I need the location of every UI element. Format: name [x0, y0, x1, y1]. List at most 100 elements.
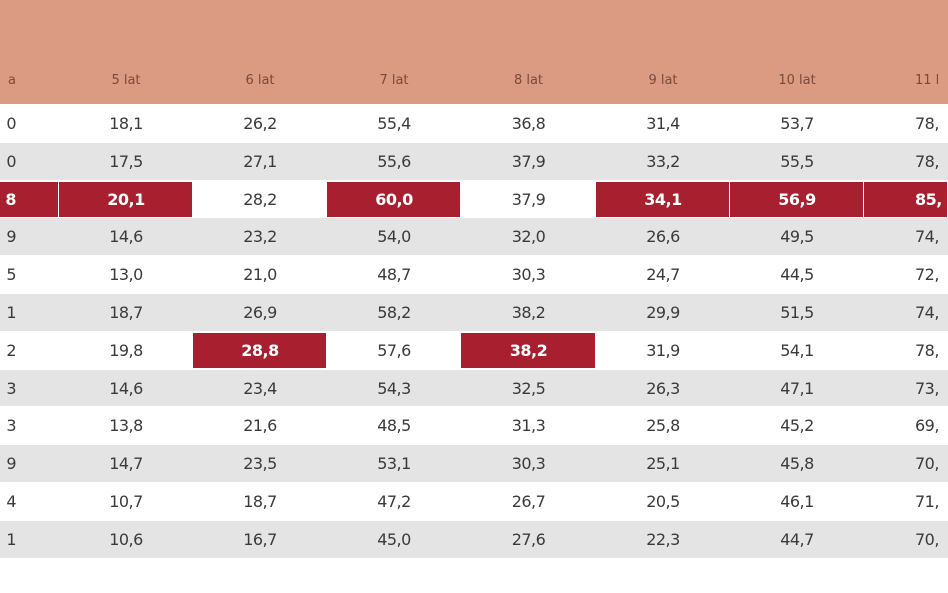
- table-cell: 3: [6, 416, 16, 436]
- table-cell: 16,7: [243, 529, 277, 549]
- table-cell: 48,7: [377, 265, 411, 285]
- table-cell: 10,6: [109, 529, 143, 549]
- table-cell: 45,0: [377, 529, 411, 549]
- table-cell: 21,0: [243, 265, 277, 285]
- table-cell: 13,0: [109, 265, 143, 285]
- table-cell: 24,7: [646, 265, 680, 285]
- table-cell: 38,2: [511, 303, 546, 322]
- table-cell: 23,2: [243, 227, 277, 247]
- table-cell: 34,1: [644, 189, 682, 209]
- table-cell: 27,1: [243, 151, 277, 171]
- table-cell: 55,5: [780, 151, 814, 171]
- table-cell: 71,: [915, 492, 939, 511]
- table-cell: 85,: [915, 189, 942, 209]
- highlight-cell: [0, 181, 58, 217]
- table-cell: 27,6: [511, 529, 546, 549]
- table-cell: 26,3: [646, 378, 680, 398]
- table-cell: 10,7: [109, 492, 143, 511]
- table-cell: 31,9: [646, 340, 680, 360]
- table-cell: 54,0: [377, 227, 411, 247]
- table-cell: 54,3: [377, 378, 411, 398]
- table-cell: 78,: [915, 114, 939, 133]
- table-cell: 19,8: [109, 340, 143, 360]
- table-cell: 45,8: [780, 454, 814, 474]
- row-stripe: [0, 445, 948, 482]
- table-cell: 54,1: [780, 340, 814, 360]
- table-cell: 25,1: [646, 454, 680, 474]
- highlight-cell: [730, 181, 863, 217]
- column-header: 10 lat: [778, 73, 816, 88]
- column-header: 7 lat: [379, 73, 409, 88]
- table-cell: 58,2: [377, 303, 411, 322]
- row-stripe: [0, 520, 948, 558]
- table-cell: 4: [6, 492, 16, 511]
- table-cell: 69,: [915, 416, 939, 436]
- highlight-cell: [193, 332, 326, 368]
- table-cell: 5: [6, 265, 16, 285]
- table-cell: 57,6: [377, 340, 411, 360]
- table-cell: 49,5: [780, 227, 814, 247]
- table-cell: 70,: [915, 529, 939, 549]
- table-cell: 36,8: [511, 114, 546, 133]
- table-cell: 70,: [915, 454, 939, 474]
- table-cell: 18,1: [109, 114, 143, 133]
- column-header: 11 l: [915, 73, 940, 88]
- table-cell: 51,5: [780, 303, 814, 322]
- table-cell: 32,0: [511, 227, 546, 247]
- table-cell: 14,7: [109, 454, 143, 474]
- table-cell: 21,6: [243, 416, 277, 436]
- table-cell: 73,: [915, 378, 939, 398]
- table-cell: 48,5: [377, 416, 411, 436]
- table-cell: 74,: [915, 227, 939, 247]
- table-cell: 14,6: [109, 227, 143, 247]
- table-cell: 37,9: [511, 151, 546, 171]
- table-cell: 0: [6, 151, 16, 171]
- table-cell: 26,7: [511, 492, 546, 511]
- table-cell: 17,5: [109, 151, 143, 171]
- table-cell: 37,9: [511, 189, 546, 209]
- table-cell: 47,1: [780, 378, 814, 398]
- table-cell: 26,2: [243, 114, 277, 133]
- row-stripe: [0, 218, 948, 256]
- table-cell: 78,: [915, 340, 939, 360]
- table-cell: 28,2: [243, 189, 277, 209]
- highlight-cell: [461, 332, 595, 368]
- table-cell: 26,6: [646, 227, 680, 247]
- table-cell: 55,4: [377, 114, 411, 133]
- table-cell: 0: [6, 114, 16, 133]
- table-cell: 1: [6, 529, 16, 549]
- table-cell: 78,: [915, 151, 939, 171]
- column-header: 9 lat: [648, 73, 678, 88]
- table-cell: 18,7: [243, 492, 277, 511]
- table-cell: 44,5: [780, 265, 814, 285]
- table-cell: 25,8: [646, 416, 680, 436]
- column-header: a: [8, 73, 16, 88]
- table-cell: 20,5: [646, 492, 680, 511]
- table-cell: 13,8: [109, 416, 143, 436]
- table-cell: 9: [6, 227, 16, 247]
- table-cell: 29,9: [646, 303, 680, 322]
- table-cell: 9: [6, 454, 16, 474]
- highlight-cell: [327, 181, 460, 217]
- column-header: 8 lat: [513, 73, 544, 88]
- table-cell: 8: [5, 189, 16, 209]
- table-cell: 33,2: [646, 151, 680, 171]
- highlight-cell: [596, 181, 729, 217]
- table-cell: 47,2: [377, 492, 411, 511]
- table-cell: 3: [6, 378, 16, 398]
- table-cell: 45,2: [780, 416, 814, 436]
- table-cell: 20,1: [107, 189, 145, 209]
- table-cell: 46,1: [780, 492, 814, 511]
- table-cell: 74,: [915, 303, 939, 322]
- table-cell: 72,: [915, 265, 939, 285]
- table-cell: 31,4: [646, 114, 680, 133]
- table-cell: 14,6: [109, 378, 143, 398]
- row-stripe: [0, 142, 948, 180]
- column-header: 6 lat: [245, 73, 275, 88]
- row-stripe: [0, 369, 948, 407]
- table-cell: 2: [6, 340, 16, 360]
- header-band: [0, 0, 948, 104]
- highlight-cell: [59, 181, 192, 217]
- table-cell: 22,3: [646, 529, 680, 549]
